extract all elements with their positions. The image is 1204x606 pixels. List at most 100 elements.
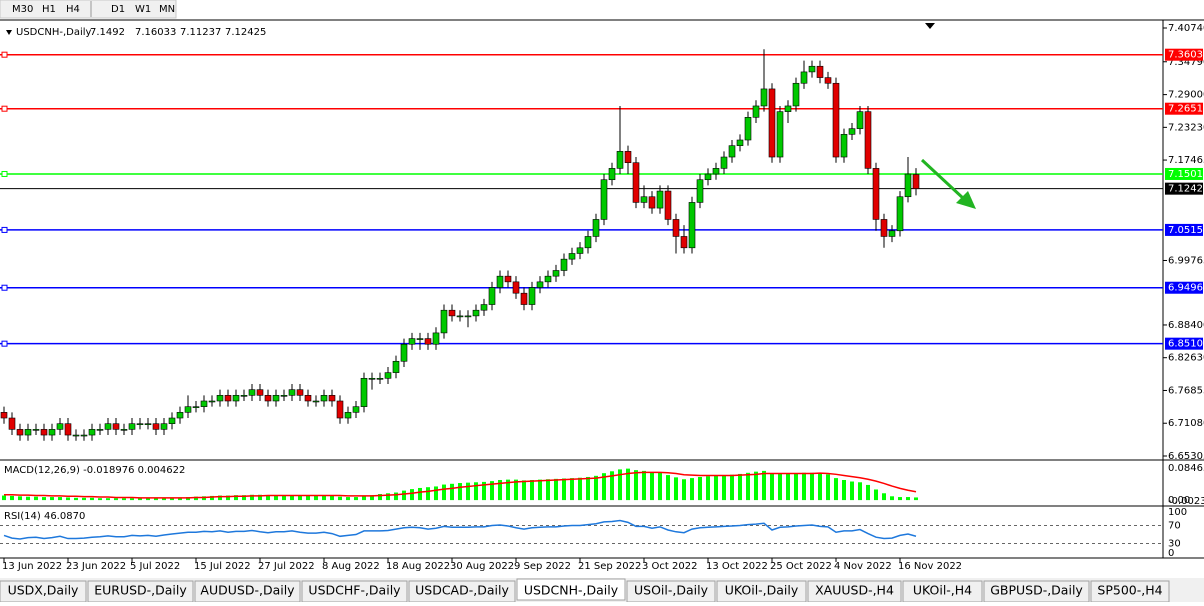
tab-label[interactable]: UKOil-,H4 <box>913 583 972 598</box>
timeframe-label[interactable]: W1 <box>135 4 151 15</box>
chart-tab[interactable]: UKOil-,Daily <box>716 580 807 603</box>
tab-label[interactable]: EURUSD-,Daily <box>94 583 187 598</box>
candle-body <box>840 134 848 158</box>
macd-bar <box>490 481 494 501</box>
level-price-label: 7.05152 <box>1168 225 1204 236</box>
y-tick-label: 6.88400 <box>1168 320 1204 331</box>
tab-label[interactable]: XAUUSD-,H4 <box>815 583 894 598</box>
timeframe-label[interactable]: H1 <box>42 4 56 15</box>
tab-label[interactable]: SP500-,H4 <box>1097 583 1162 598</box>
x-tick-label: 15 Jul 2022 <box>194 561 251 572</box>
x-tick-label: 16 Nov 2022 <box>898 561 962 572</box>
macd-bar <box>282 495 286 501</box>
x-tick-label: 21 Sep 2022 <box>578 561 641 572</box>
macd-bar <box>274 495 278 501</box>
macd-bar <box>122 498 126 501</box>
macd-bar <box>178 497 182 501</box>
macd-bar <box>50 497 54 501</box>
y-tick-label: 7.34790 <box>1168 57 1204 68</box>
candle-body <box>152 423 160 430</box>
timeframe-label[interactable]: D1 <box>111 4 125 15</box>
chart-tab[interactable]: USDCAD-,Daily <box>408 580 516 603</box>
macd-bar <box>738 473 742 501</box>
chart-tab[interactable]: USDCHF-,Daily <box>301 580 408 603</box>
timeframe-button[interactable]: M30 <box>12 4 33 15</box>
macd-bar <box>402 490 406 501</box>
macd-bar <box>194 496 198 501</box>
level-price-box <box>1165 48 1203 61</box>
chart-tab[interactable]: USDCNH-,Daily <box>516 578 626 601</box>
level-price-label: 7.15012 <box>1168 169 1204 180</box>
timeframe-button[interactable]: H4 <box>66 4 80 15</box>
tab-label[interactable]: USDX,Daily <box>8 583 79 598</box>
chart-tab[interactable]: XAUUSD-,H4 <box>807 580 902 603</box>
candle-body <box>432 332 440 345</box>
rsi-line <box>3 519 917 540</box>
candle-body <box>440 309 448 334</box>
candle-body <box>856 111 864 129</box>
candle-body <box>464 315 472 318</box>
candle-body <box>80 434 88 437</box>
tab-label[interactable]: AUDUSD-,Daily <box>200 583 295 598</box>
chart-tab[interactable]: USOil-,Daily <box>626 580 716 603</box>
candle-body <box>808 65 816 73</box>
candle-body <box>656 190 664 209</box>
macd-bar <box>338 496 342 501</box>
chart-tab[interactable]: AUDUSD-,Daily <box>194 580 301 603</box>
macd-bar <box>426 487 430 501</box>
candle-body <box>376 377 384 380</box>
timeframe-button[interactable]: MN <box>159 4 175 15</box>
candle-body <box>392 360 400 373</box>
timeframe-button[interactable]: D1 <box>111 4 125 15</box>
candle-body <box>672 219 680 237</box>
macd-bar <box>218 495 222 501</box>
tab-label[interactable]: USDCHF-,Daily <box>308 583 401 598</box>
candle-body <box>624 151 632 163</box>
candle-body <box>688 202 696 249</box>
candle-body <box>216 395 224 402</box>
timeframe-button[interactable]: W1 <box>135 4 151 15</box>
timeframe-label[interactable]: H4 <box>66 4 80 15</box>
macd-bar <box>586 476 590 501</box>
candle-body <box>336 400 344 419</box>
candle-body <box>184 406 192 413</box>
x-tick-label: 18 Aug 2022 <box>386 561 450 572</box>
macd-bar <box>354 497 358 501</box>
chart-tab[interactable]: UKOil-,H4 <box>902 580 983 603</box>
chart-tab[interactable]: SP500-,H4 <box>1090 580 1170 603</box>
macd-bar <box>682 479 686 501</box>
tab-label[interactable]: GBPUSD-,Daily <box>990 583 1083 598</box>
macd-bar <box>466 482 470 501</box>
candle-body <box>248 389 256 396</box>
chart-tab[interactable]: USDX,Daily <box>0 580 87 603</box>
macd-bar <box>298 495 302 501</box>
tab-label[interactable]: UKOil-,Daily <box>725 583 799 598</box>
macd-bar <box>554 478 558 501</box>
candle-body <box>520 292 528 305</box>
y-tick-label: 100 <box>1168 507 1187 518</box>
candle-body <box>880 219 888 237</box>
candle-body <box>200 400 208 407</box>
tab-background[interactable] <box>516 578 626 601</box>
macd-bar <box>394 492 398 501</box>
timeframe-label[interactable]: M30 <box>12 4 33 15</box>
candle-body <box>328 395 336 402</box>
tab-label[interactable]: USDCNH-,Daily <box>524 583 619 598</box>
y-tick-label: 0.084658 <box>1168 463 1204 474</box>
timeframe-label[interactable]: MN <box>159 4 175 15</box>
macd-bar <box>74 497 78 501</box>
candle-body <box>64 423 72 436</box>
x-tick-label: 3 Oct 2022 <box>642 561 697 572</box>
tab-label[interactable]: USOil-,Daily <box>634 583 709 598</box>
candle-body <box>736 139 744 146</box>
chart-tab[interactable]: GBPUSD-,Daily <box>983 580 1090 603</box>
macd-bar <box>146 498 150 501</box>
candle-body <box>16 429 24 436</box>
macd-bar <box>570 478 574 501</box>
macd-bar <box>250 494 254 501</box>
chart-tab[interactable]: EURUSD-,Daily <box>87 580 194 603</box>
candle-body <box>448 309 456 317</box>
tab-label[interactable]: USDCAD-,Daily <box>415 583 509 598</box>
timeframe-button[interactable]: H1 <box>42 4 56 15</box>
